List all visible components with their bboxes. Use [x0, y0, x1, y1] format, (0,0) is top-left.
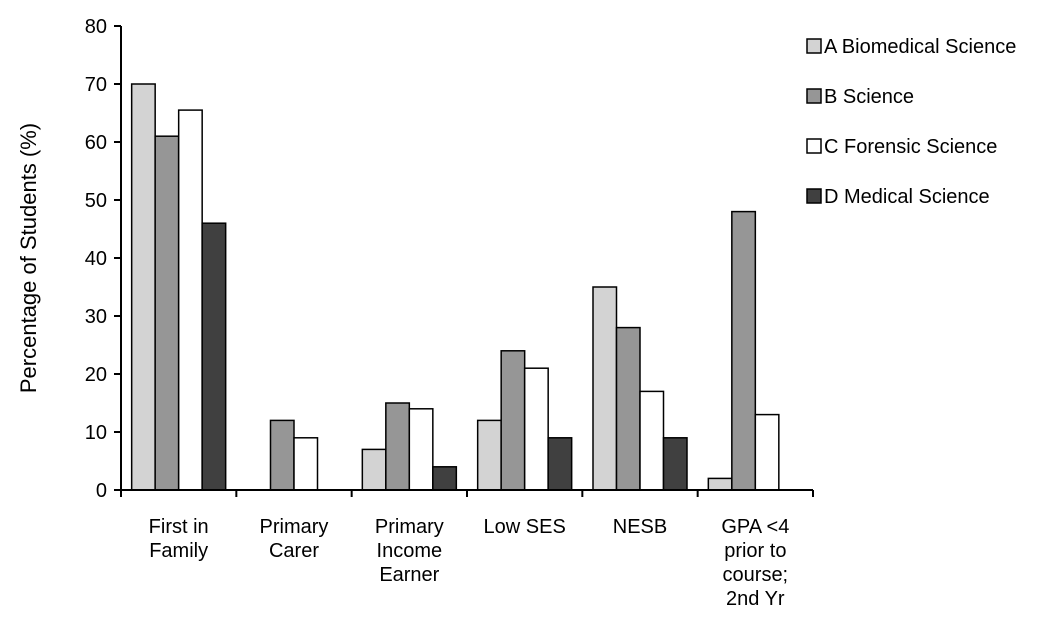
- bar-a-4: [592, 286, 618, 491]
- x-category-label: GPA <4 prior to course; 2nd Yr: [721, 516, 789, 610]
- bar-b-0: [154, 135, 180, 491]
- legend-swatch: [806, 188, 822, 204]
- y-tick-label: 80: [85, 16, 107, 38]
- legend-label: D Medical Science: [824, 186, 990, 208]
- legend-label: A Biomedical Science: [824, 36, 1016, 58]
- y-tick-label: 40: [85, 248, 107, 270]
- y-tick-label: 60: [85, 132, 107, 154]
- y-tick-label: 20: [85, 364, 107, 386]
- bar-d-4: [662, 437, 688, 491]
- x-category-label: Primary Income Earner: [375, 516, 444, 586]
- x-category-label: First in Family: [149, 516, 209, 562]
- bars-group: [130, 83, 780, 491]
- legend: A Biomedical Science B Science C Forensic …: [806, 36, 1016, 208]
- legend-label: B Science: [824, 86, 914, 108]
- bar-d-3: [547, 437, 573, 491]
- bar-c-3: [523, 367, 549, 491]
- bar-c-2: [408, 408, 434, 491]
- y-tick-label: 50: [85, 190, 107, 212]
- bar-a-3: [476, 419, 502, 491]
- bar-c-1: [293, 437, 319, 491]
- legend-swatch: [806, 38, 822, 54]
- legend-swatch: [806, 138, 822, 154]
- legend-swatch: [806, 88, 822, 104]
- y-tick-label: 0: [96, 480, 107, 502]
- bar-b-5: [731, 210, 757, 491]
- y-tick-label: 30: [85, 306, 107, 328]
- bar-a-5: [707, 477, 733, 491]
- x-labels-group: First in Family Primary Carer Primary Income E…: [149, 516, 790, 610]
- y-tick-label: 70: [85, 74, 107, 96]
- bar-a-2: [361, 448, 387, 491]
- bar-c-5: [754, 413, 780, 491]
- bar-b-1: [269, 419, 295, 491]
- x-category-label: Primary Carer: [260, 516, 329, 562]
- y-axis-title: Percentage of Students (%): [16, 123, 41, 393]
- y-tick-label: 10: [85, 422, 107, 444]
- bar-b-2: [385, 402, 411, 491]
- bar-d-2: [432, 466, 458, 491]
- bar-a-0: [130, 83, 156, 491]
- bar-b-4: [615, 326, 641, 491]
- bar-c-4: [639, 390, 665, 491]
- bar-b-3: [500, 350, 526, 491]
- legend-label: C Forensic Science: [824, 136, 997, 158]
- x-category-label: Low SES: [484, 516, 566, 538]
- bar-d-0: [201, 222, 227, 491]
- y-ticks-group: 0 10 20 30 40 50 60 70 80: [85, 16, 121, 502]
- bar-c-0: [177, 109, 203, 491]
- x-category-label: NESB: [613, 516, 667, 538]
